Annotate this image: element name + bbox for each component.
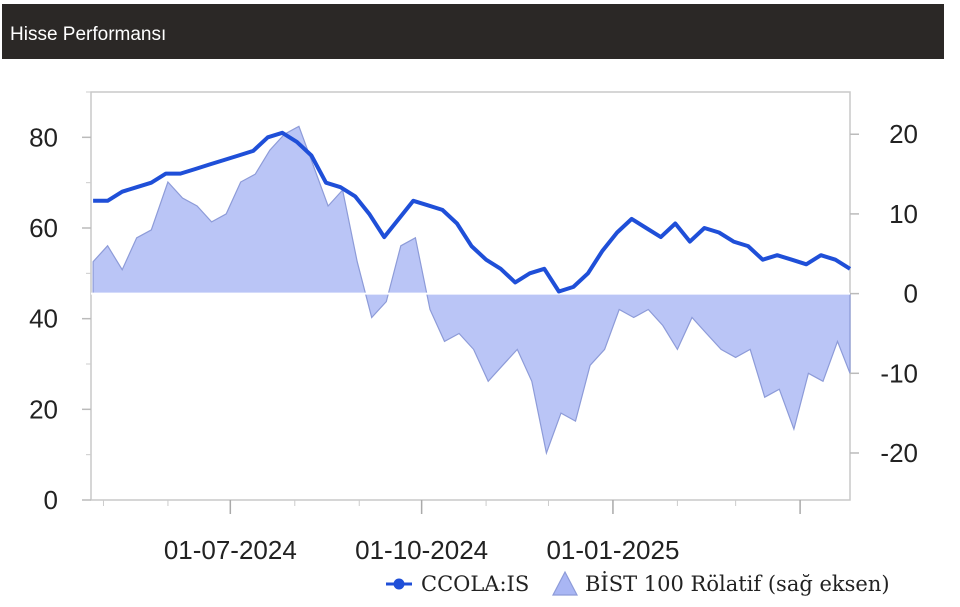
ccola-line	[93, 130, 852, 294]
x-tick-label: 01-07-2024	[164, 535, 297, 565]
chart-title: Hisse Performansı	[10, 24, 167, 45]
left-tick-label: 60	[29, 213, 58, 243]
x-tick-label: 01-01-2025	[546, 535, 679, 565]
left-tick-label: 40	[29, 304, 58, 334]
left-tick-label: 0	[44, 485, 58, 515]
right-tick-label: 10	[889, 199, 918, 229]
relative-area	[92, 125, 851, 456]
legend-label-ccola: CCOLA:IS	[421, 572, 529, 596]
legend-label-relative: BİST 100 Rölatif (sağ eksen)	[585, 572, 890, 596]
right-tick-label: 0	[904, 279, 918, 309]
legend-dot-marker	[393, 578, 405, 590]
left-tick-label: 20	[29, 394, 58, 424]
x-tick-label: 01-10-2024	[355, 535, 488, 565]
right-tick-label: 20	[889, 119, 918, 149]
right-tick-label: -10	[880, 358, 918, 388]
right-tick-label: -20	[880, 438, 918, 468]
legend-area-marker	[552, 570, 578, 596]
header-bar: Hisse Performansı	[2, 4, 944, 59]
left-tick-label: 80	[29, 122, 58, 152]
